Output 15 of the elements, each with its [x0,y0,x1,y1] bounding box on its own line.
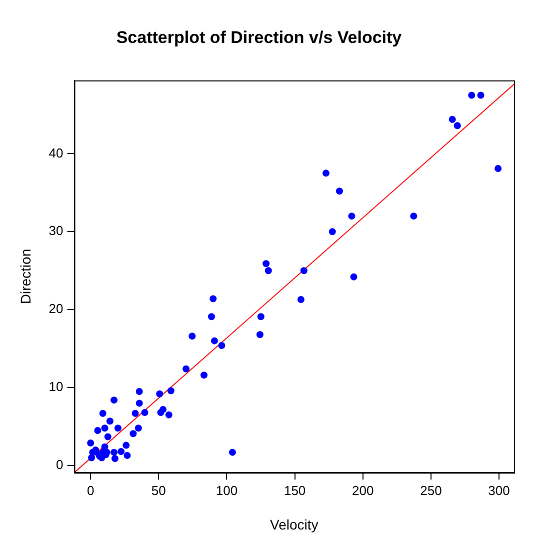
x-tick-label: 250 [420,482,442,498]
y-axis-title: Direction [17,248,34,304]
y-tick-label: 40 [48,145,64,160]
x-axis-title: Velocity [270,516,318,532]
y-tick-label: 10 [48,379,64,394]
x-tick-label: 150 [284,482,306,498]
y-tick-label: 20 [48,301,64,316]
y-tick-label: 0 [56,457,64,472]
x-tick-label: 300 [488,482,510,498]
x-tick-label: 50 [151,482,166,498]
x-tick-label: 200 [352,482,374,498]
x-tick-label: 0 [86,482,94,498]
chart-title: Scatterplot of Direction v/s Velocity [116,28,402,47]
x-tick-label: 100 [216,482,238,498]
y-tick-label: 30 [48,223,64,238]
